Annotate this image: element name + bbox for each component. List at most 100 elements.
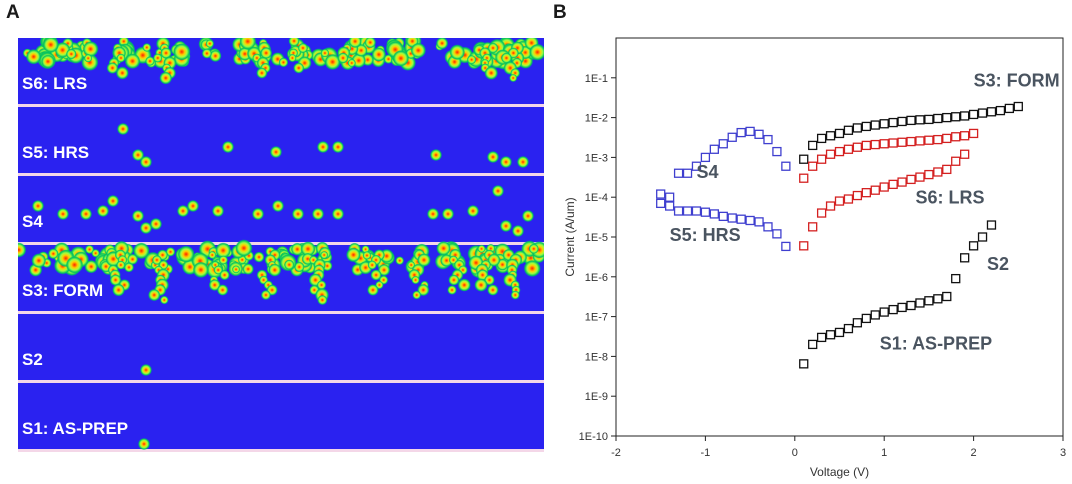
data-point — [861, 188, 871, 198]
filament-blob — [528, 43, 544, 61]
data-point — [924, 135, 934, 145]
data-point — [754, 217, 764, 227]
filament-spot — [80, 208, 92, 220]
filament-blob — [91, 249, 100, 258]
data-point — [718, 139, 728, 149]
data-point — [1013, 101, 1023, 112]
data-point — [924, 169, 934, 180]
data-point — [879, 307, 889, 317]
data-point — [816, 208, 827, 218]
series-annotation: S1: AS-PREP — [880, 333, 992, 353]
filament-blob — [153, 53, 163, 63]
x-tick-label: -2 — [611, 447, 621, 459]
filament-blob — [410, 42, 427, 59]
filament-blob — [300, 241, 316, 257]
filament-blob — [124, 53, 141, 69]
data-point — [808, 339, 818, 350]
data-point — [942, 291, 952, 302]
filament-blob — [40, 54, 55, 69]
filament-blob — [436, 240, 451, 256]
filament-spot — [212, 205, 224, 217]
data-point — [888, 179, 898, 190]
filament-blob — [116, 260, 126, 270]
data-point — [808, 140, 818, 151]
data-point — [843, 125, 854, 135]
filament-spot — [522, 210, 534, 222]
map-label: S3: FORM — [22, 281, 103, 300]
data-point — [745, 215, 755, 226]
data-point — [709, 209, 719, 219]
data-point — [781, 241, 791, 252]
map-divider — [18, 311, 544, 314]
filament-blob — [253, 251, 265, 263]
series-annotation: S6: LRS — [915, 187, 984, 207]
data-point — [879, 139, 889, 149]
data-point — [870, 310, 880, 320]
filament-blob — [159, 71, 173, 85]
filament-spot — [97, 205, 109, 217]
data-point — [700, 207, 711, 217]
y-tick-label: 1E-8 — [585, 351, 608, 363]
filament-spot — [140, 364, 152, 376]
data-point — [888, 117, 898, 128]
filament-blob — [448, 274, 460, 286]
data-point — [942, 133, 952, 144]
filament-blob — [133, 242, 150, 260]
filament-blob — [435, 38, 449, 50]
map-label: S6: LRS — [22, 74, 87, 93]
filament-blob — [509, 73, 518, 83]
y-tick-label: 1E-9 — [585, 391, 608, 403]
data-point — [951, 273, 961, 284]
filament-blob — [364, 38, 377, 49]
map-row: S5: HRS — [18, 107, 544, 176]
y-tick-label: 1E-10 — [579, 431, 608, 443]
data-point — [799, 359, 809, 369]
filament-blob — [371, 47, 387, 62]
filament-spot — [467, 205, 479, 217]
filament-blob — [347, 58, 356, 68]
data-point — [834, 128, 845, 139]
filament-blob — [116, 53, 126, 63]
filament-blob — [528, 243, 539, 254]
data-point — [897, 116, 907, 127]
data-point — [834, 327, 845, 338]
series-5 — [799, 220, 997, 369]
data-point — [888, 138, 898, 148]
filament-blob — [242, 263, 254, 275]
data-point — [834, 146, 845, 157]
filament-blob — [449, 44, 466, 61]
filament-blob — [288, 38, 300, 47]
filament-spot — [492, 185, 504, 197]
filament-blob — [411, 275, 420, 285]
x-axis-label: Voltage (V) — [810, 465, 869, 479]
data-point — [843, 144, 854, 154]
filament-spot — [270, 146, 282, 158]
filament-spot — [442, 208, 454, 220]
filament-blob — [337, 52, 349, 64]
data-point — [915, 136, 925, 146]
series-0 — [799, 101, 1023, 164]
data-point — [664, 201, 675, 211]
data-point — [808, 161, 818, 171]
data-point — [995, 105, 1006, 116]
data-point — [781, 161, 791, 171]
data-point — [834, 196, 845, 206]
filament-blob — [218, 255, 229, 265]
data-point — [772, 229, 782, 239]
filament-blob — [48, 248, 59, 260]
data-point — [951, 156, 961, 166]
data-point — [951, 132, 961, 142]
filament-spot — [332, 208, 344, 220]
filament-blob — [83, 54, 93, 63]
x-tick-label: 0 — [792, 447, 798, 459]
filament-blob — [145, 56, 155, 66]
filament-blob — [256, 67, 268, 79]
filament-blob — [395, 256, 405, 265]
data-point — [1004, 103, 1015, 114]
map-divider — [18, 380, 544, 383]
filament-blob — [316, 280, 327, 290]
data-point — [825, 330, 836, 340]
filament-spot — [512, 225, 524, 237]
filament-blob — [288, 53, 297, 63]
data-point — [986, 220, 997, 230]
